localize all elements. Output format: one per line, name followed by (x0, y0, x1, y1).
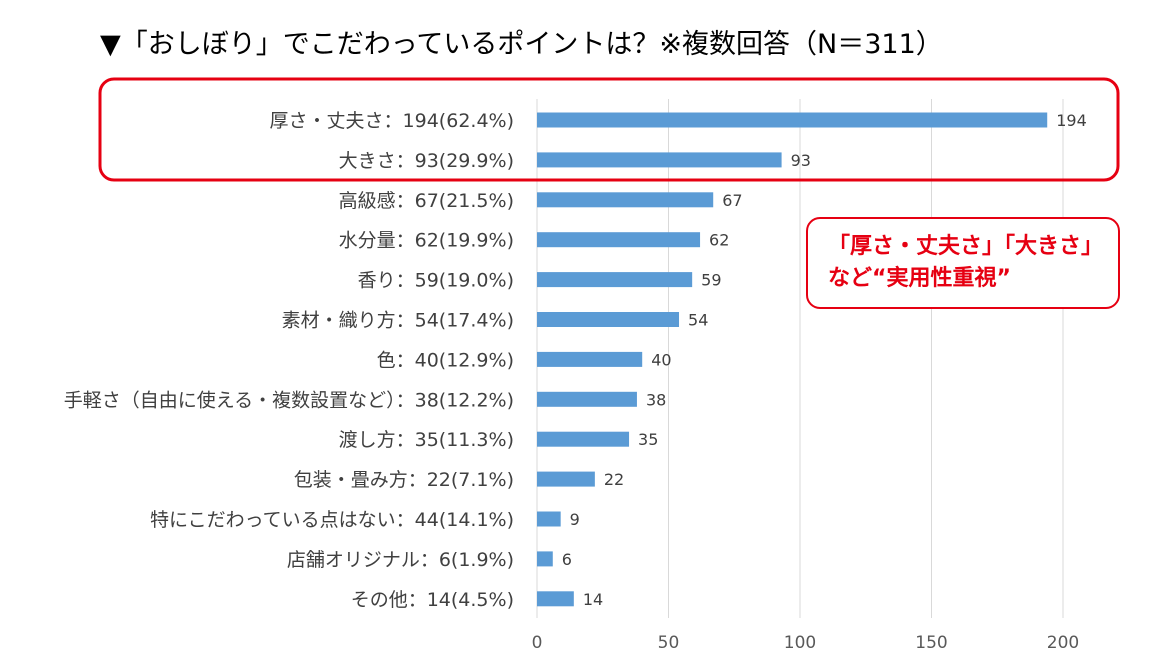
value-label: 54 (688, 311, 708, 330)
callout-box: 「厚さ・丈夫さ」「大きさ」 など“実用性重視” (806, 217, 1120, 309)
bar (537, 152, 782, 168)
category-label: 渡し方：35(11.3%) (339, 429, 514, 451)
value-label: 14 (583, 590, 603, 609)
x-tick-labels: 0 50 100 150 200 (532, 633, 1080, 653)
bar (537, 551, 553, 567)
bar (537, 351, 643, 367)
value-label: 93 (791, 151, 811, 170)
value-label: 67 (722, 191, 742, 210)
category-label: 香り：59(19.0%) (358, 270, 514, 292)
bar (537, 112, 1048, 128)
x-tick-label: 50 (658, 633, 680, 653)
bars (537, 112, 1048, 607)
value-label: 22 (604, 470, 624, 489)
value-label: 38 (646, 390, 666, 409)
chart-title: ▼「おしぼり」でこだわっているポイントは？※複数回答（N＝311） (100, 29, 943, 60)
x-tick-label: 0 (532, 633, 543, 653)
category-label: 手軽さ（自由に使える・複数設置など）：38(12.2%) (64, 389, 514, 411)
bar (537, 232, 701, 248)
bar (537, 471, 595, 487)
category-label: 水分量：62(19.9%) (339, 230, 514, 252)
category-label: 包装・畳み方：22(7.1%) (294, 469, 514, 491)
value-label: 59 (701, 271, 721, 290)
x-tick-label: 200 (1047, 633, 1079, 653)
category-label: その他：14(4.5%) (351, 589, 514, 611)
x-tick-label: 150 (915, 633, 947, 653)
bar (537, 192, 714, 208)
highlight-box (98, 77, 1120, 182)
callout-line-1: 「厚さ・丈夫さ」「大きさ」 (828, 234, 1104, 259)
value-label: 62 (709, 231, 729, 250)
value-labels: 194 93 67 62 59 54 40 38 35 22 9 6 14 (562, 111, 1087, 609)
category-label: 店舗オリジナル：6(1.9%) (287, 549, 514, 571)
category-label: 厚さ・丈夫さ：194(62.4%) (270, 110, 514, 132)
category-label: 特にこだわっている点はない：44(14.1%) (150, 509, 514, 531)
category-labels: 厚さ・丈夫さ：194(62.4%) 大きさ：93(29.9%) 高級感：67(21.… (64, 110, 514, 611)
category-label: 素材・織り方：54(17.4%) (282, 310, 514, 332)
value-label: 35 (638, 430, 658, 449)
gridlines (536, 99, 1064, 618)
bar (537, 312, 680, 327)
category-label: 大きさ：93(29.9%) (339, 150, 514, 172)
category-label: 高級感：67(21.5%) (339, 190, 514, 212)
bar (537, 591, 574, 607)
category-label: 色：40(12.9%) (377, 349, 514, 371)
bar (537, 511, 561, 527)
value-label: 194 (1056, 111, 1087, 130)
value-label: 40 (651, 350, 671, 369)
x-tick-label: 100 (784, 633, 816, 653)
callout-line-2: など“実用性重視” (828, 266, 1011, 291)
bar (537, 391, 637, 407)
bar (537, 431, 630, 447)
value-label: 9 (570, 510, 580, 529)
value-label: 6 (562, 550, 572, 569)
bar (537, 272, 693, 288)
